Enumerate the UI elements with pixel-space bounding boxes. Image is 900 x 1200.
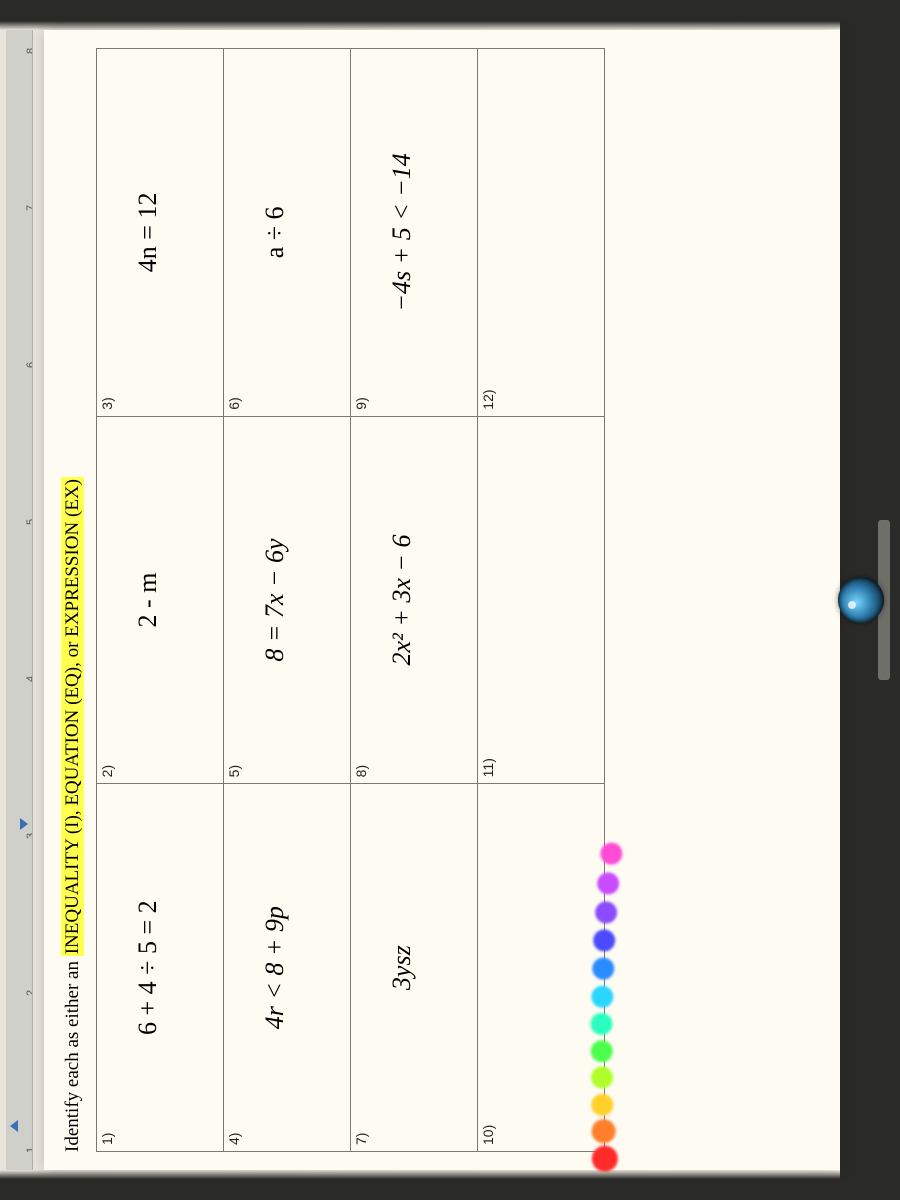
cell-number: 8) <box>353 765 369 777</box>
monitor-bezel-right <box>0 0 900 30</box>
table-row: 10) 11) 12) <box>478 49 605 1152</box>
cell-number: 2) <box>99 765 115 777</box>
cell-number: 10) <box>480 1125 496 1145</box>
ruler-num: 4 <box>25 676 33 682</box>
cell-expression: 2x² + 3x − 6 <box>351 417 477 784</box>
cell-number: 12) <box>480 389 496 409</box>
cell-expression: 3ysz <box>351 784 477 1151</box>
instruction-highlighted: INEQUALITY (I), EQUATION (EQ), or EXPRES… <box>61 477 84 956</box>
ruler-num: 8 <box>25 48 33 54</box>
cell-3[interactable]: 3) 4n = 12 <box>97 49 224 417</box>
cell-expression: 8 = 7x − 6y <box>224 417 350 784</box>
rotated-document-view: 1 2 3 4 5 6 7 8 Identify each as either … <box>0 0 900 1200</box>
ruler-num: 6 <box>25 362 33 368</box>
ruler-first-line-indent-marker[interactable] <box>10 1120 18 1132</box>
ruler-num: 7 <box>25 205 33 211</box>
ruler-num: 3 <box>25 833 33 839</box>
cell-number: 11) <box>480 758 496 777</box>
cell-4[interactable]: 4) 4r < 8 + 9p <box>224 784 351 1152</box>
monitor-bezel-left <box>0 1170 900 1200</box>
cell-5[interactable]: 5) 8 = 7x − 6y <box>224 416 351 784</box>
cell-expression: a ÷ 6 <box>224 49 350 416</box>
cell-11[interactable]: 11) <box>478 416 605 784</box>
cell-6[interactable]: 6) a ÷ 6 <box>224 49 351 417</box>
cell-number: 6) <box>226 397 242 409</box>
cell-expression <box>478 417 604 784</box>
cell-8[interactable]: 8) 2x² + 3x − 6 <box>351 416 478 784</box>
webcam-lens-icon <box>838 577 884 623</box>
table-row: 4) 4r < 8 + 9p 5) 8 = 7x − 6y 6) a ÷ 6 <box>224 49 351 1152</box>
cell-number: 7) <box>353 1133 369 1145</box>
cell-number: 5) <box>226 765 242 777</box>
cell-number: 3) <box>99 397 115 409</box>
word-ruler[interactable]: 1 2 3 4 5 6 7 8 <box>6 30 33 1170</box>
cell-10[interactable]: 10) <box>478 784 605 1152</box>
cell-9[interactable]: 9) −4s + 5 < −14 <box>351 49 478 417</box>
worksheet-table: 1) 6 + 4 ÷ 5 = 2 2) 2 - m 3) 4n = 12 4) <box>96 48 605 1152</box>
cell-2[interactable]: 2) 2 - m <box>97 416 224 784</box>
instruction-line: Identify each as either an INEQUALITY (I… <box>62 48 84 1152</box>
instruction-prefix: Identify each as either an <box>62 956 83 1152</box>
viewport: 1 2 3 4 5 6 7 8 Identify each as either … <box>0 0 900 1200</box>
cell-expression: −4s + 5 < −14 <box>351 49 477 416</box>
cell-1[interactable]: 1) 6 + 4 ÷ 5 = 2 <box>97 784 224 1152</box>
ruler-hanging-indent-marker[interactable] <box>20 818 28 830</box>
cell-number: 1) <box>99 1133 115 1145</box>
table-row: 1) 6 + 4 ÷ 5 = 2 2) 2 - m 3) 4n = 12 <box>97 49 224 1152</box>
cell-expression <box>478 784 604 1151</box>
cell-expression <box>478 49 604 416</box>
document-page[interactable]: Identify each as either an INEQUALITY (I… <box>44 30 840 1170</box>
cell-expression: 4r < 8 + 9p <box>224 784 350 1151</box>
cell-7[interactable]: 7) 3ysz <box>351 784 478 1152</box>
cell-expression: 4n = 12 <box>97 49 223 416</box>
cell-expression: 2 - m <box>97 417 223 784</box>
cell-12[interactable]: 12) <box>478 49 605 417</box>
ruler-num: 2 <box>25 990 33 996</box>
cell-expression: 6 + 4 ÷ 5 = 2 <box>97 784 223 1151</box>
table-row: 7) 3ysz 8) 2x² + 3x − 6 9) −4s + 5 < −14 <box>351 49 478 1152</box>
cell-number: 4) <box>226 1133 242 1145</box>
cell-number: 9) <box>353 397 369 409</box>
ruler-num: 5 <box>25 519 33 525</box>
ruler-num: 1 <box>25 1147 33 1153</box>
